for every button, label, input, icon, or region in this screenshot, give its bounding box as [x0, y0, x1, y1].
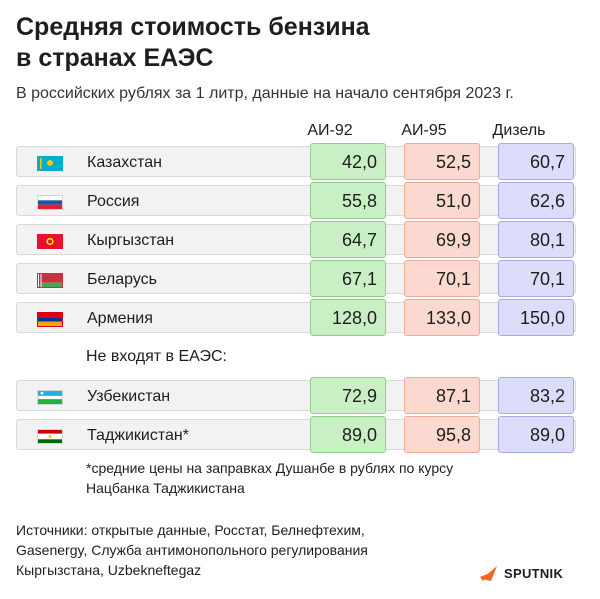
diesel-price: 150,0 — [498, 299, 574, 336]
diesel-price: 80,1 — [498, 221, 574, 258]
ai95-price: 95,8 — [404, 416, 480, 453]
diesel-price: 83,2 — [498, 377, 574, 414]
country-name: Беларусь — [87, 271, 157, 288]
country-name: Узбекистан — [87, 388, 171, 405]
table-row: Россия 55,8 51,0 62,6 — [16, 182, 576, 219]
ai92-price: 55,8 — [310, 182, 386, 219]
armenia-flag-icon — [37, 312, 63, 327]
diesel-price: 89,0 — [498, 416, 574, 453]
ai92-price: 72,9 — [310, 377, 386, 414]
title-line-2: в странах ЕАЭС — [16, 44, 214, 72]
table-row: Армения 128,0 133,0 150,0 — [16, 299, 576, 336]
ai95-price: 69,9 — [404, 221, 480, 258]
column-header-ai95: АИ-95 — [401, 122, 447, 139]
footnote-line-1: *средние цены на заправках Душанбе в руб… — [86, 460, 454, 476]
tajikistan-flag-icon — [37, 429, 63, 444]
country-name: Армения — [87, 310, 153, 327]
chart-subtitle: В российских рублях за 1 литр, данные на… — [16, 85, 514, 102]
ai92-price: 89,0 — [310, 416, 386, 453]
sources-line-3: Кыргызстана, Uzbekneftegaz — [16, 562, 202, 578]
ai92-price: 128,0 — [310, 299, 386, 336]
kazakhstan-flag-icon — [37, 156, 63, 171]
ai92-price: 67,1 — [310, 260, 386, 297]
country-name: Кыргызстан — [87, 232, 175, 249]
title-line-1: Средняя стоимость бензина — [16, 13, 370, 41]
country-name: Казахстан — [87, 154, 162, 171]
table-row: Таджикистан* 89,0 95,8 89,0 — [16, 416, 576, 453]
logo-text: SPUTNIK — [504, 565, 564, 581]
russia-flag-icon — [37, 195, 63, 210]
sources-line-1: Источники: открытые данные, Росстат, Бел… — [16, 522, 365, 538]
diesel-price: 62,6 — [498, 182, 574, 219]
diesel-price: 60,7 — [498, 143, 574, 180]
sputnik-logo-icon — [480, 566, 497, 581]
table-row: Казахстан 42,0 52,5 60,7 — [16, 143, 576, 180]
non-member-section-label: Не входят в ЕАЭС: — [86, 348, 227, 365]
ai95-price: 87,1 — [404, 377, 480, 414]
country-name: Таджикистан* — [87, 427, 189, 444]
table-row: Беларусь 67,1 70,1 70,1 — [16, 260, 576, 297]
footnote-line-2: Нацбанка Таджикистана — [86, 480, 245, 496]
diesel-price: 70,1 — [498, 260, 574, 297]
ai95-price: 70,1 — [404, 260, 480, 297]
sources-note: Источники: открытые данные, Росстат, Бел… — [16, 520, 446, 580]
table-row: Кыргызстан 64,7 69,9 80,1 — [16, 221, 576, 258]
ai95-price: 133,0 — [404, 299, 480, 336]
table-row: Узбекистан 72,9 87,1 83,2 — [16, 377, 576, 414]
ai92-price: 42,0 — [310, 143, 386, 180]
ai92-price: 64,7 — [310, 221, 386, 258]
column-header-ai92: АИ-92 — [307, 122, 353, 139]
uzbekistan-flag-icon — [37, 390, 63, 405]
belarus-flag-icon — [37, 273, 63, 288]
ai95-price: 51,0 — [404, 182, 480, 219]
kyrgyzstan-flag-icon — [37, 234, 63, 249]
footnote: *средние цены на заправках Душанбе в руб… — [86, 458, 556, 498]
column-header-diesel: Дизель — [492, 122, 546, 139]
sources-line-2: Gasenergy, Служба антимонопольного регул… — [16, 542, 368, 558]
sputnik-logo: SPUTNIK — [480, 563, 563, 583]
country-name: Россия — [87, 193, 140, 210]
chart-title: Средняя стоимость бензина в странах ЕАЭС — [16, 12, 576, 74]
ai95-price: 52,5 — [404, 143, 480, 180]
